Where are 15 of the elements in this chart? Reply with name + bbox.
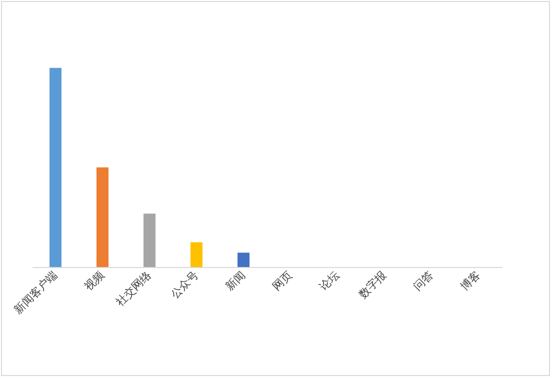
x-tick-label: 网页	[270, 269, 295, 294]
bar	[190, 242, 202, 267]
x-tick-label: 博客	[458, 268, 483, 294]
x-tick-label: 社交网络	[113, 268, 154, 309]
bar	[144, 214, 156, 267]
x-tick-label: 公众号	[168, 269, 201, 302]
x-tick-label: 新闻	[222, 268, 248, 294]
x-tick-label: 论坛	[318, 269, 342, 294]
bar	[238, 252, 250, 267]
x-tick-label: 视频	[82, 268, 107, 294]
bar	[50, 68, 62, 267]
x-tick-label: 问答	[412, 269, 436, 294]
x-tick-label: 数字报	[356, 268, 389, 302]
x-tick-label: 新闻客户端	[12, 268, 60, 317]
bar	[96, 167, 108, 267]
